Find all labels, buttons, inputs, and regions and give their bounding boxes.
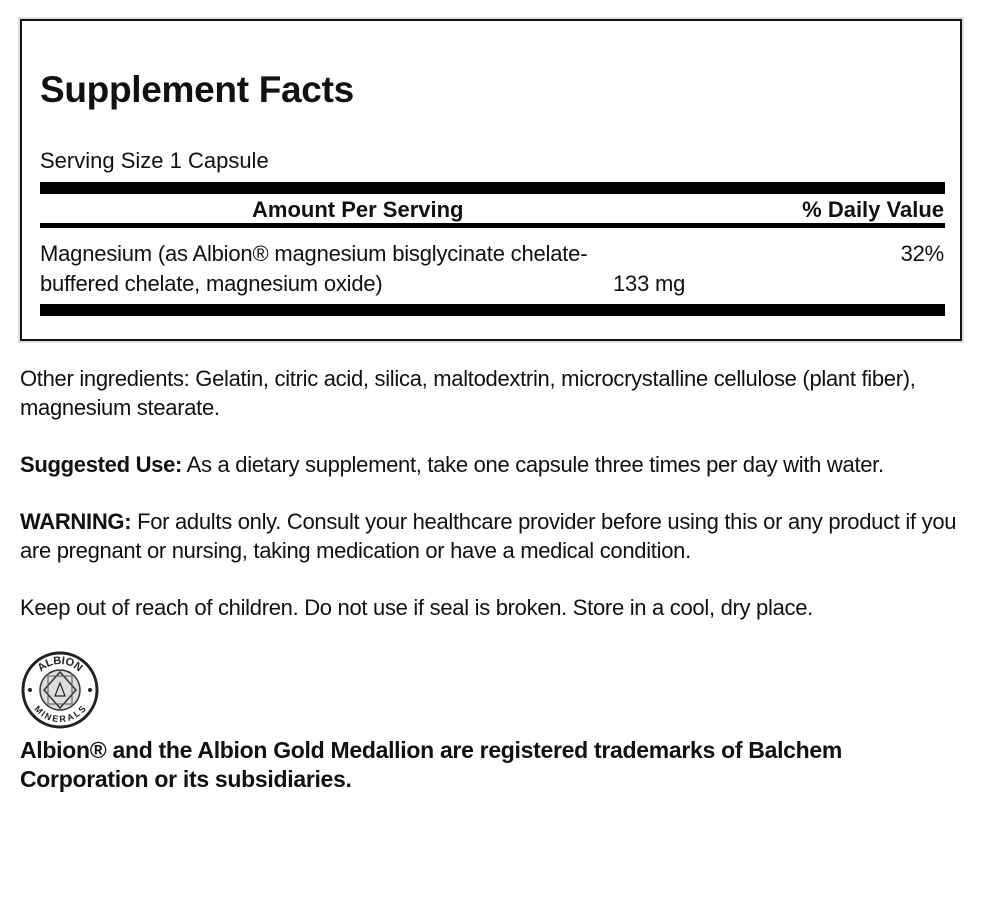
thick-divider-bottom bbox=[40, 304, 945, 316]
label-text-section: Other ingredients: Gelatin, citric acid,… bbox=[20, 364, 976, 794]
suggested-use-text: As a dietary supplement, take one capsul… bbox=[182, 452, 884, 477]
suggested-use-label: Suggested Use: bbox=[20, 452, 183, 477]
logo-top-text: ALBION bbox=[35, 655, 84, 675]
trademark-notice: Albion® and the Albion Gold Medallion ar… bbox=[20, 737, 843, 792]
warning: WARNING: For adults only. Consult your h… bbox=[20, 507, 976, 565]
albion-minerals-logo-icon: ALBION MINERALS bbox=[21, 651, 99, 729]
nutrient-daily-value: 32% bbox=[900, 241, 945, 266]
warning-label: WARNING: bbox=[20, 509, 132, 534]
header-amount: Amount Per Serving bbox=[252, 197, 464, 222]
thick-divider bbox=[40, 182, 945, 194]
nutrient-line1: Magnesium (as Albion® magnesium bisglyci… bbox=[40, 241, 588, 266]
thin-divider bbox=[40, 223, 945, 228]
nutrient-line2: buffered chelate, magnesium oxide) bbox=[40, 271, 383, 296]
supplement-facts-panel: Supplement Facts Serving Size 1 Capsule … bbox=[20, 19, 962, 341]
serving-size: Serving Size 1 Capsule bbox=[40, 148, 269, 173]
svg-text:ALBION: ALBION bbox=[35, 655, 84, 675]
other-ingredients: Other ingredients: Gelatin, citric acid,… bbox=[20, 366, 916, 420]
warning-text: For adults only. Consult your healthcare… bbox=[20, 509, 957, 563]
suggested-use: Suggested Use: As a dietary supplement, … bbox=[20, 450, 976, 479]
header-daily-value: % Daily Value bbox=[802, 197, 944, 222]
storage-note: Keep out of reach of children. Do not us… bbox=[20, 595, 813, 620]
nutrient-amount: 133 mg bbox=[613, 271, 686, 296]
facts-title: Supplement Facts bbox=[40, 69, 354, 110]
